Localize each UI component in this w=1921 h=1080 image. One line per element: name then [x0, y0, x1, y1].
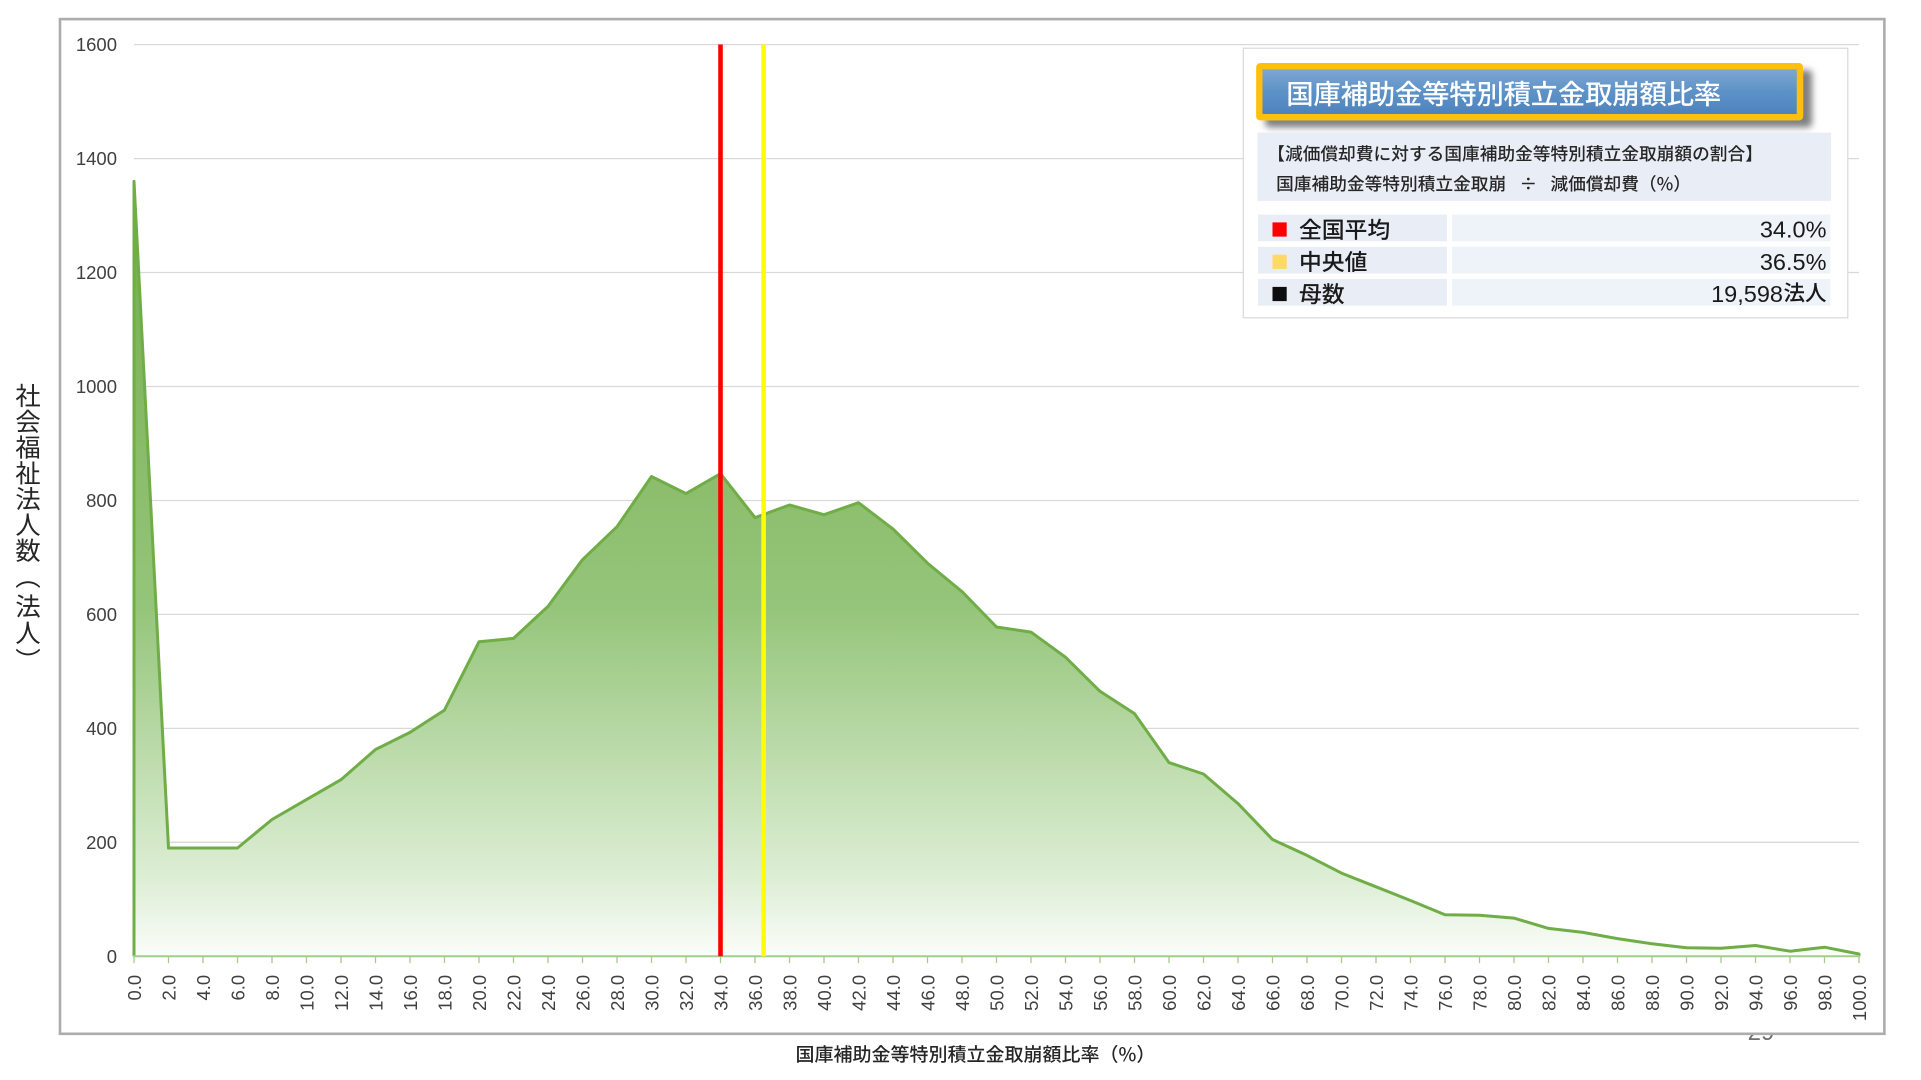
svg-text:14.0: 14.0 — [365, 975, 386, 1011]
svg-text:50.0: 50.0 — [986, 975, 1007, 1011]
svg-text:88.0: 88.0 — [1642, 975, 1663, 1011]
svg-text:19,598: 19,598 — [1711, 281, 1783, 307]
svg-text:98.0: 98.0 — [1814, 975, 1835, 1011]
svg-text:82.0: 82.0 — [1538, 975, 1559, 1011]
svg-text:54.0: 54.0 — [1055, 975, 1076, 1011]
svg-text:46.0: 46.0 — [917, 975, 938, 1011]
svg-text:600: 600 — [86, 604, 117, 625]
svg-text:58.0: 58.0 — [1124, 975, 1145, 1011]
svg-text:48.0: 48.0 — [952, 975, 973, 1011]
svg-text:72.0: 72.0 — [1366, 975, 1387, 1011]
svg-text:32.0: 32.0 — [676, 975, 697, 1011]
svg-text:84.0: 84.0 — [1573, 975, 1594, 1011]
svg-text:12.0: 12.0 — [331, 975, 352, 1011]
svg-text:68.0: 68.0 — [1297, 975, 1318, 1011]
svg-text:100.0: 100.0 — [1849, 975, 1870, 1021]
svg-text:18.0: 18.0 — [434, 975, 455, 1011]
svg-text:20.0: 20.0 — [469, 975, 490, 1011]
svg-text:52.0: 52.0 — [1021, 975, 1042, 1011]
svg-text:80.0: 80.0 — [1504, 975, 1525, 1011]
svg-text:30.0: 30.0 — [641, 975, 662, 1011]
svg-text:1400: 1400 — [76, 148, 117, 169]
svg-text:96.0: 96.0 — [1780, 975, 1801, 1011]
svg-text:38.0: 38.0 — [779, 975, 800, 1011]
svg-text:400: 400 — [86, 718, 117, 739]
svg-text:70.0: 70.0 — [1331, 975, 1352, 1011]
svg-text:94.0: 94.0 — [1745, 975, 1766, 1011]
svg-text:16.0: 16.0 — [400, 975, 421, 1011]
svg-text:10.0: 10.0 — [296, 975, 317, 1011]
svg-text:66.0: 66.0 — [1262, 975, 1283, 1011]
svg-text:1000: 1000 — [76, 376, 117, 397]
svg-text:200: 200 — [86, 832, 117, 853]
svg-text:36.0: 36.0 — [745, 975, 766, 1011]
svg-text:64.0: 64.0 — [1228, 975, 1249, 1011]
svg-text:34.0: 34.0 — [710, 975, 731, 1011]
svg-text:34.0%: 34.0% — [1760, 217, 1827, 243]
svg-text:56.0: 56.0 — [1090, 975, 1111, 1011]
svg-text:36.5%: 36.5% — [1760, 249, 1827, 275]
svg-text:1600: 1600 — [76, 34, 117, 55]
svg-text:4.0: 4.0 — [193, 975, 214, 1001]
svg-text:74.0: 74.0 — [1400, 975, 1421, 1011]
svg-text:2.0: 2.0 — [158, 975, 179, 1001]
svg-text:8.0: 8.0 — [262, 975, 283, 1001]
svg-text:0.0: 0.0 — [124, 975, 145, 1001]
svg-text:92.0: 92.0 — [1711, 975, 1732, 1011]
svg-text:86.0: 86.0 — [1607, 975, 1628, 1011]
svg-text:42.0: 42.0 — [848, 975, 869, 1011]
svg-text:28.0: 28.0 — [607, 975, 628, 1011]
svg-text:0: 0 — [107, 946, 117, 967]
svg-text:90.0: 90.0 — [1676, 975, 1697, 1011]
svg-text:44.0: 44.0 — [883, 975, 904, 1011]
svg-text:76.0: 76.0 — [1435, 975, 1456, 1011]
svg-text:26.0: 26.0 — [572, 975, 593, 1011]
svg-text:6.0: 6.0 — [227, 975, 248, 1001]
svg-text:1200: 1200 — [76, 262, 117, 283]
svg-text:78.0: 78.0 — [1469, 975, 1490, 1011]
svg-text:60.0: 60.0 — [1159, 975, 1180, 1011]
svg-text:24.0: 24.0 — [538, 975, 559, 1011]
svg-text:40.0: 40.0 — [814, 975, 835, 1011]
svg-text:800: 800 — [86, 490, 117, 511]
svg-text:22.0: 22.0 — [503, 975, 524, 1011]
svg-text:62.0: 62.0 — [1193, 975, 1214, 1011]
